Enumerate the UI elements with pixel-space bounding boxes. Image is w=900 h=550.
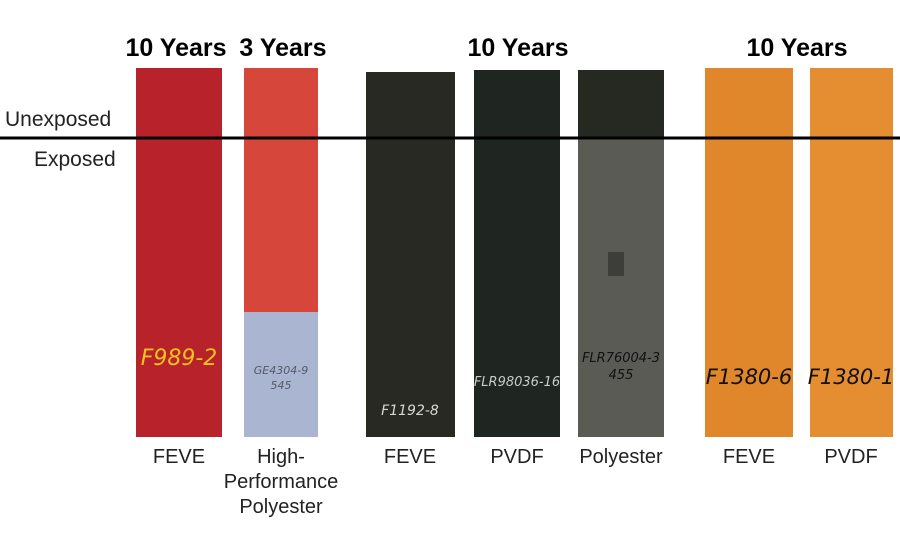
line-label: Unexposed (5, 108, 111, 131)
panel-exposed (578, 138, 664, 437)
coating-label: High- (257, 446, 305, 468)
line-label: Exposed (34, 148, 116, 171)
panel (474, 70, 560, 437)
coating-label: PVDF (824, 446, 877, 468)
coating-label: Polyester (239, 496, 323, 518)
panel-code: FLR76004-3 (582, 351, 660, 366)
coating-label: FEVE (723, 446, 775, 468)
panel-spot (608, 252, 624, 276)
panel (244, 68, 318, 312)
period-header: 3 Years (239, 34, 326, 62)
period-header: 10 Years (125, 34, 226, 62)
panel-code: F1380-1 (808, 365, 894, 389)
panel-code: GE4304-9 (254, 364, 308, 377)
period-header: 10 Years (467, 34, 568, 62)
panel-code: F989-2 (141, 346, 218, 371)
coating-label: FEVE (153, 446, 205, 468)
coating-label: Polyester (579, 446, 663, 468)
panel-code: F1380-6 (706, 365, 792, 389)
panel (578, 70, 664, 138)
panel-code: FLR98036-16 (474, 375, 560, 390)
panel-exposed (244, 312, 318, 437)
coating-label: Performance (224, 471, 339, 493)
panel-code: F1192-8 (381, 403, 439, 419)
panel-code: 545 (271, 379, 292, 392)
panel (810, 68, 893, 437)
coating-label: FEVE (384, 446, 436, 468)
period-header: 10 Years (746, 34, 847, 62)
panel (705, 68, 793, 437)
panel (136, 68, 222, 437)
panel (366, 72, 455, 437)
coating-label: PVDF (490, 446, 543, 468)
labels: F989-2 FEVE GE4304-9 545 High- Performance Pol… (141, 346, 895, 518)
panel-code: 455 (609, 368, 634, 383)
panels (136, 68, 893, 437)
